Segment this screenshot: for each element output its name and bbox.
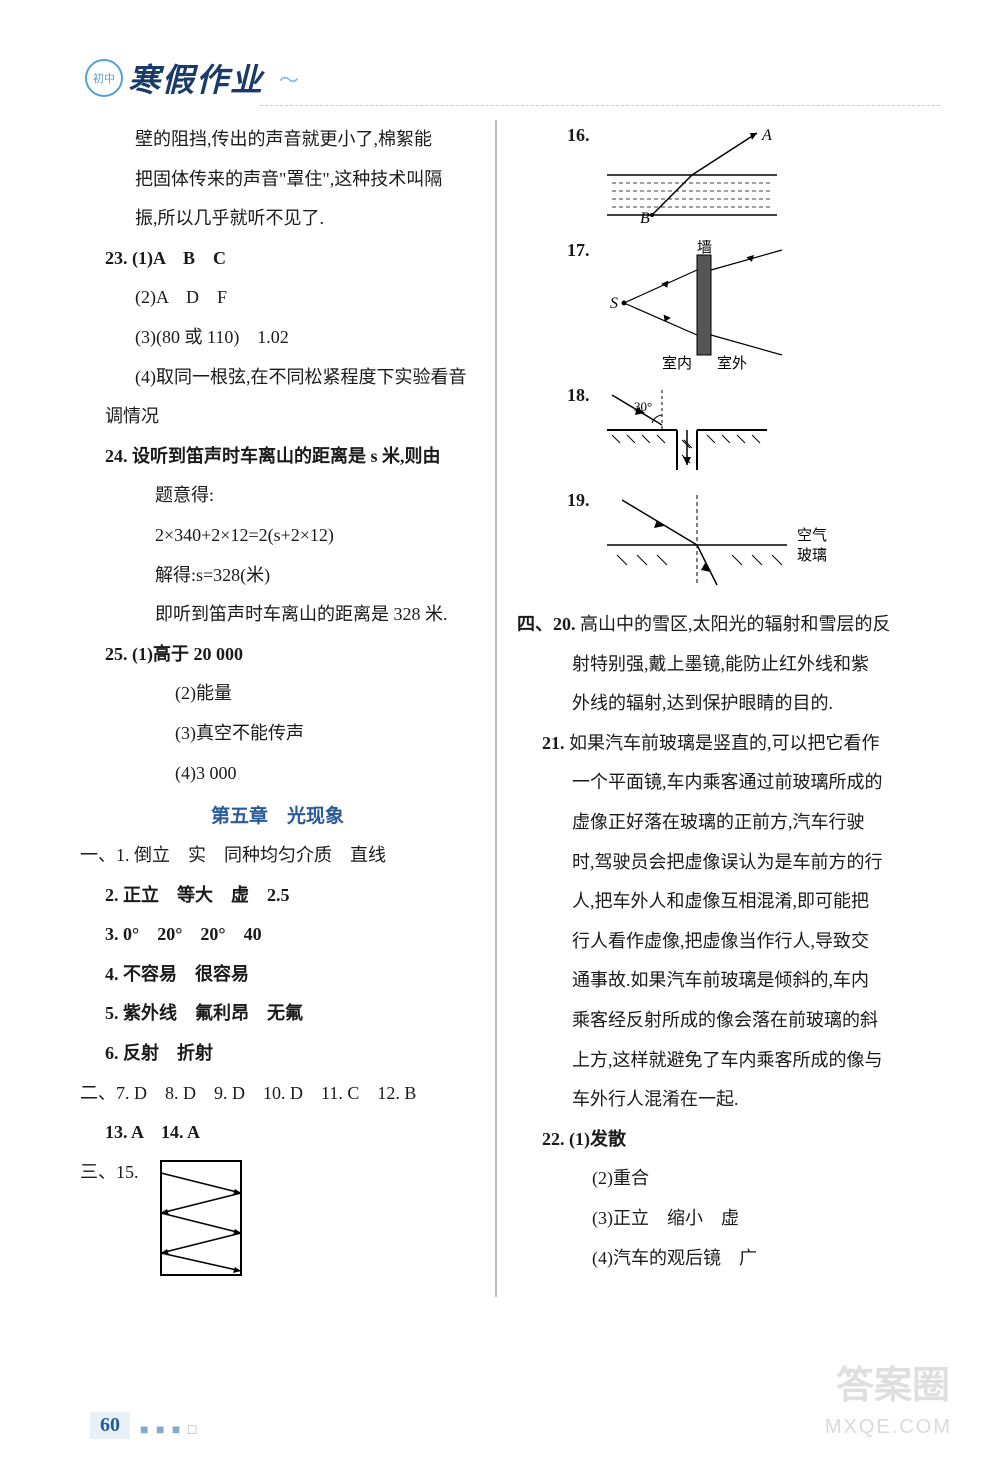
- answer-line: 题意得:: [80, 476, 475, 516]
- body-text: 如果汽车前玻璃是竖直的,可以把它看作: [569, 733, 880, 753]
- body-text: 通事故.如果汽车前玻璃是倾斜的,车内: [517, 961, 912, 1001]
- body-text: 虚像正好落在玻璃的正前方,汽车行驶: [517, 803, 912, 843]
- answer-line: (2)重合: [517, 1159, 912, 1199]
- svg-text:玻璃: 玻璃: [797, 547, 827, 564]
- answer-line: 3. 0° 20° 20° 40: [80, 915, 475, 955]
- left-column: 壁的阻挡,传出的声音就更小了,棉絮能 把固体传来的声音"罩住",这种技术叫隔 振…: [80, 120, 490, 1297]
- body-text: 射特别强,戴上墨镜,能防止红外线和紫: [517, 645, 912, 685]
- answer-line: (3)(80 或 110) 1.02: [80, 318, 475, 358]
- figure-19-row: 19. 空气 玻璃: [567, 490, 912, 595]
- answer-line: 解得:s=328(米): [80, 556, 475, 596]
- body-text: 外线的辐射,达到保护眼睛的目的.: [517, 684, 912, 724]
- answer-line: 13. A 14. A: [80, 1113, 475, 1153]
- answer-text: 4. 不容易 很容易: [105, 964, 249, 984]
- answer-line: 三、15.: [80, 1153, 475, 1298]
- figure-15: [153, 1153, 263, 1298]
- q-prefix: 四、20.: [517, 614, 576, 634]
- column-divider: [495, 120, 497, 1297]
- body-text: 振,所以几乎就听不见了.: [80, 199, 475, 239]
- fig-label: 19.: [567, 490, 590, 511]
- answer-line: (2)A D F: [80, 278, 475, 318]
- svg-text:S: S: [610, 295, 618, 312]
- answer-text: 5. 紫外线 氟利昂 无氟: [105, 1003, 303, 1023]
- header-badge: 初中: [85, 59, 123, 97]
- figure-16: A B: [602, 125, 782, 230]
- body-text: 上方,这样就避免了车内乘客所成的像与: [517, 1041, 912, 1081]
- chapter-title: 第五章 光现象: [80, 801, 475, 828]
- header-title: 寒假作业: [128, 55, 264, 101]
- body-text: 行人看作虚像,把虚像当作行人,导致交: [517, 922, 912, 962]
- fig-label: 18.: [567, 385, 590, 406]
- answer-text: 22. (1)发散: [542, 1129, 626, 1149]
- fig15-svg: [153, 1153, 263, 1283]
- answer-line: (2)能量: [80, 674, 475, 714]
- answer-line: (3)真空不能传声: [80, 714, 475, 754]
- answer-line: 调情况: [80, 397, 475, 437]
- answer-line: 一、1. 倒立 实 同种均匀介质 直线: [80, 836, 475, 876]
- answer-line: 23. (1)A B C: [80, 239, 475, 279]
- body-text: 把固体传来的声音"罩住",这种技术叫隔: [80, 160, 475, 200]
- svg-text:B: B: [640, 210, 650, 225]
- body-text: 时,驾驶员会把虚像误认为是车前方的行: [517, 843, 912, 883]
- answer-line: 四、20. 高山中的雪区,太阳光的辐射和雪层的反: [517, 605, 912, 645]
- figure-19: 空气 玻璃: [602, 490, 832, 595]
- answer-line: 25. (1)高于 20 000: [80, 635, 475, 675]
- header-underline: [260, 105, 940, 107]
- body-text: 乘客经反射所成的像会落在前玻璃的斜: [517, 1001, 912, 1041]
- answer-line: (4)取同一根弦,在不同松紧程度下实验看音: [80, 358, 475, 398]
- figure-17: 墙 S 室内 室外: [602, 240, 802, 375]
- answer-text: 24. 设听到笛声时车离山的距离是 s 米,则由: [105, 446, 441, 466]
- answer-text: 13. A 14. A: [105, 1122, 200, 1142]
- svg-text:室外: 室外: [717, 355, 747, 370]
- page-number: 60: [90, 1412, 130, 1439]
- answer-line: 2×340+2×12=2(s+2×12): [80, 516, 475, 556]
- body-text: 高山中的雪区,太阳光的辐射和雪层的反: [580, 614, 891, 634]
- answer-line: 即听到笛声时车离山的距离是 328 米.: [80, 595, 475, 635]
- fig-label: 17.: [567, 240, 590, 261]
- figure-18: 30°: [602, 385, 772, 480]
- q-prefix: 21.: [542, 733, 565, 753]
- answer-text: 6. 反射 折射: [105, 1043, 213, 1063]
- figure-16-row: 16. A B: [567, 125, 912, 230]
- wall-label: 墙: [697, 240, 712, 256]
- answer-line: (4)汽车的观后镜 广: [517, 1239, 912, 1279]
- watermark-sub: MXQE.COM: [825, 1416, 952, 1439]
- fig-label: 16.: [567, 125, 590, 146]
- body-text: 车外行人混淆在一起.: [517, 1080, 912, 1120]
- answer-line: 4. 不容易 很容易: [80, 955, 475, 995]
- answer-text: 23. (1)A B C: [105, 248, 226, 268]
- answer-line: 6. 反射 折射: [80, 1034, 475, 1074]
- answer-text: 25. (1)高于 20 000: [105, 644, 243, 664]
- body-text: 一个平面镜,车内乘客通过前玻璃所成的: [517, 763, 912, 803]
- section-three-label: 三、15.: [80, 1162, 139, 1182]
- answer-line: 5. 紫外线 氟利昂 无氟: [80, 994, 475, 1034]
- watermark-main: 答案圈: [836, 1354, 950, 1409]
- header-decoration: ～: [279, 64, 299, 93]
- content: 壁的阻挡,传出的声音就更小了,棉絮能 把固体传来的声音"罩住",这种技术叫隔 振…: [80, 120, 930, 1297]
- answer-line: 二、7. D 8. D 9. D 10. D 11. C 12. B: [80, 1074, 475, 1114]
- answer-text: 3. 0° 20° 20° 40: [105, 924, 262, 944]
- figure-18-row: 18.: [567, 385, 912, 480]
- answer-line: 2. 正立 等大 虚 2.5: [80, 876, 475, 916]
- svg-text:A: A: [761, 127, 772, 144]
- answer-line: (3)正立 缩小 虚: [517, 1199, 912, 1239]
- svg-text:空气: 空气: [797, 527, 827, 544]
- svg-text:30°: 30°: [634, 399, 652, 414]
- answer-text: 2. 正立 等大 虚 2.5: [105, 885, 290, 905]
- answer-line: 22. (1)发散: [517, 1120, 912, 1160]
- answer-line: 24. 设听到笛声时车离山的距离是 s 米,则由: [80, 437, 475, 477]
- body-text: 壁的阻挡,传出的声音就更小了,棉絮能: [80, 120, 475, 160]
- figure-17-row: 17. 墙 S 室内 室外: [567, 240, 912, 375]
- page-decoration: ■ ■ ■ □: [140, 1423, 198, 1439]
- svg-text:室内: 室内: [662, 355, 692, 370]
- body-text: 人,把车外人和虚像互相混淆,即可能把: [517, 882, 912, 922]
- answer-line: 21. 如果汽车前玻璃是竖直的,可以把它看作: [517, 724, 912, 764]
- answer-line: (4)3 000: [80, 754, 475, 794]
- page-header: 初中 寒假作业 ～: [85, 55, 299, 101]
- right-column: 16. A B 17.: [502, 120, 912, 1297]
